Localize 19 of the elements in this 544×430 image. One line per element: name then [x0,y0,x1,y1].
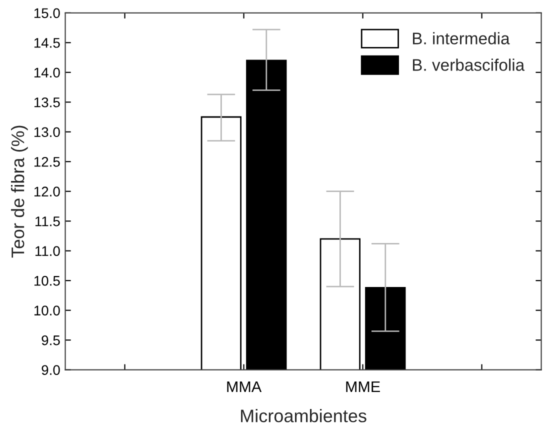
y-tick-label: 10.0 [34,306,60,316]
y-tick-label: 13.0 [34,127,60,138]
y-tick-label: 12.0 [34,186,60,197]
y-tick-label: 12.5 [34,156,60,167]
y-tick-label: 10.5 [34,276,60,286]
x-axis-title: Microambientes [241,409,366,422]
x-tick-label: MME [346,381,380,392]
y-tick-label: 14.0 [34,68,60,78]
y-tick-label: 14.5 [34,38,60,48]
y-tick-label: 15.0 [34,8,60,18]
y-tick-label: 9.0 [42,365,60,375]
y-tick-label: 11.5 [35,216,60,226]
y-tick-label: 9.5 [42,335,60,346]
y-tick-label: 11.0 [35,246,60,256]
y-tick-label: 13.5 [34,97,60,108]
y-axis-title: Teor de fibra (%) [11,126,28,258]
legend-label: B. intermedia [412,32,510,44]
x-tick-label: MMA [227,381,262,392]
legend-label: B. verbascifolia [412,58,525,71]
